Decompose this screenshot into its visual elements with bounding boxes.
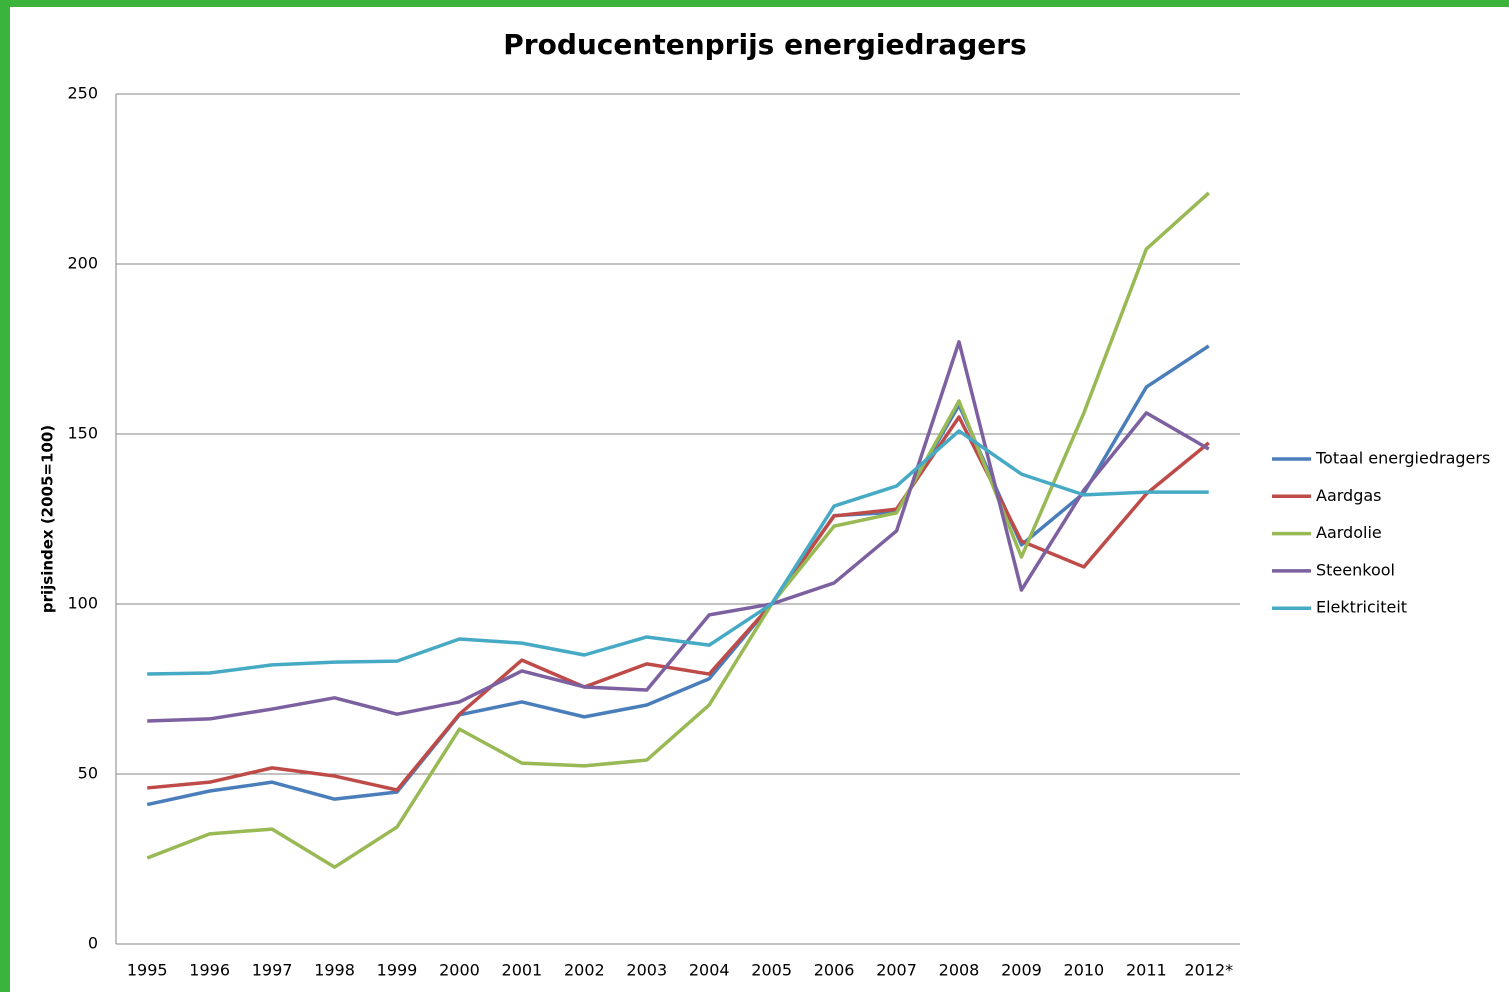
x-tick-label: 2003 (626, 961, 667, 980)
x-tick-label: 1999 (377, 961, 418, 980)
background (10, 7, 1509, 992)
x-tick-label: 1995 (127, 961, 168, 980)
x-tick-label: 2011 (1126, 961, 1167, 980)
x-tick-label: 2012* (1184, 961, 1233, 980)
x-tick-label: 2006 (814, 961, 855, 980)
legend-label: Totaal energiedragers (1315, 449, 1490, 468)
legend-label: Elektriciteit (1316, 598, 1407, 617)
x-tick-label: 2005 (751, 961, 792, 980)
legend-label: Aardgas (1316, 486, 1382, 505)
legend-label: Aardolie (1316, 523, 1382, 542)
series-line (147, 415, 1210, 792)
y-tick-label: 0 (88, 934, 98, 953)
chart-title: Producentenprijs energiedragers (503, 28, 1026, 61)
x-tick-label: 2010 (1064, 961, 1105, 980)
y-axis-label: prijsindex (2005=100) (39, 425, 57, 613)
y-tick-label: 200 (67, 254, 98, 273)
series-line (147, 340, 1210, 723)
x-tick-label: 2009 (1001, 961, 1042, 980)
x-tick-label: 2001 (502, 961, 543, 980)
y-tick-label: 100 (67, 594, 98, 613)
x-tick-label: 1997 (252, 961, 293, 980)
x-tick-label: 2002 (564, 961, 605, 980)
x-tick-label: 1998 (314, 961, 355, 980)
y-tick-label: 50 (78, 764, 98, 783)
x-tick-label: 2004 (689, 961, 730, 980)
y-tick-label: 150 (67, 424, 98, 443)
series-line (146, 191, 1210, 869)
y-tick-label: 250 (67, 84, 98, 103)
legend-label: Steenkool (1316, 560, 1395, 579)
x-tick-label: 1996 (189, 961, 230, 980)
x-tick-label: 2007 (876, 961, 917, 980)
series-line (147, 429, 1209, 676)
x-tick-label: 2008 (939, 961, 980, 980)
x-tick-label: 2000 (439, 961, 480, 980)
